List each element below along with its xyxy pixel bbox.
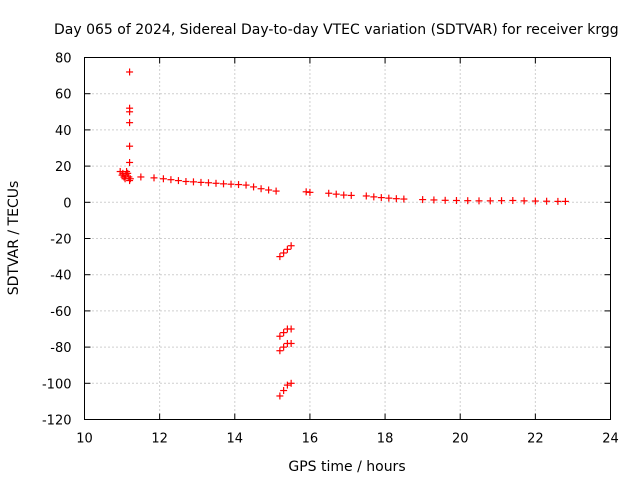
data-point: [306, 188, 314, 196]
data-point: [235, 181, 243, 189]
data-point: [287, 325, 295, 333]
data-point: [167, 176, 175, 184]
y-tick-label: -120: [42, 414, 72, 429]
data-point: [159, 175, 167, 183]
data-point: [561, 197, 569, 205]
x-tick-label: 10: [76, 432, 93, 447]
x-tick-label: 14: [227, 432, 244, 447]
data-point: [280, 329, 288, 337]
data-point: [498, 197, 506, 205]
data-point: [280, 387, 288, 395]
data-point: [430, 196, 438, 204]
data-point: [340, 191, 348, 199]
y-tick-label: 20: [55, 160, 72, 175]
data-point: [276, 392, 284, 400]
data-point: [419, 196, 427, 204]
data-point: [126, 177, 134, 185]
y-tick-label: -80: [50, 341, 71, 356]
data-point: [370, 193, 378, 201]
data-point: [441, 196, 449, 204]
y-tick-label: -40: [50, 269, 71, 284]
data-point: [212, 179, 220, 187]
data-point: [287, 339, 295, 347]
data-point: [126, 142, 134, 150]
data-point: [464, 197, 472, 205]
data-point: [276, 332, 284, 340]
data-point: [385, 194, 393, 202]
y-tick-label: 40: [55, 124, 72, 139]
y-tick-label: 80: [55, 52, 72, 67]
data-point: [280, 249, 288, 257]
plot-frame: [84, 57, 611, 420]
data-point: [276, 347, 284, 355]
data-point: [250, 183, 258, 191]
y-tick-label: 60: [55, 88, 72, 103]
data-point: [377, 194, 385, 202]
data-points: [116, 68, 569, 400]
x-tick-label: 16: [302, 432, 319, 447]
data-point: [272, 187, 280, 195]
data-point: [227, 180, 235, 188]
axis-ticks: 10 12 14 16 18 20 22 24 -120 -100 -80 -60 -40 -20 0 20 4…: [42, 52, 619, 447]
data-point: [204, 179, 212, 187]
data-point: [486, 197, 494, 205]
data-point: [197, 178, 205, 186]
data-point: [554, 197, 562, 205]
data-point: [543, 197, 551, 205]
data-point: [347, 191, 355, 199]
data-point: [126, 108, 134, 116]
data-point: [276, 253, 284, 261]
x-tick-label: 22: [527, 432, 544, 447]
data-point: [287, 242, 295, 250]
y-tick-label: -20: [50, 233, 71, 248]
data-point: [126, 158, 134, 166]
data-point: [520, 197, 528, 205]
data-point: [283, 245, 291, 253]
data-point: [182, 177, 190, 185]
x-tick-label: 24: [602, 432, 619, 447]
data-point: [509, 196, 517, 204]
data-point: [452, 196, 460, 204]
data-point: [362, 192, 370, 200]
data-point: [392, 195, 400, 203]
data-point: [283, 381, 291, 389]
data-point: [257, 185, 265, 193]
data-point: [475, 197, 483, 205]
data-point: [332, 190, 340, 198]
data-point: [174, 177, 182, 185]
data-point: [189, 178, 197, 186]
data-point: [150, 174, 158, 182]
data-point: [400, 195, 408, 203]
data-point: [531, 197, 539, 205]
data-point: [287, 379, 295, 387]
data-point: [126, 68, 134, 76]
x-axis-label: GPS time / hours: [288, 459, 405, 475]
y-tick-label: -100: [42, 377, 72, 392]
y-tick-label: 0: [63, 196, 71, 211]
data-point: [124, 169, 132, 177]
data-point: [220, 180, 228, 188]
data-point: [325, 189, 333, 197]
grid: [84, 57, 611, 420]
data-point: [126, 175, 134, 183]
y-tick-label: -60: [50, 305, 71, 320]
y-axis-label: SDTVAR / TECUs: [6, 181, 22, 296]
chart-title: Day 065 of 2024, Sidereal Day-to-day VTE…: [54, 22, 619, 38]
data-point: [280, 343, 288, 351]
x-tick-label: 18: [377, 432, 394, 447]
data-point: [265, 186, 273, 194]
data-point: [137, 173, 145, 181]
x-tick-label: 12: [151, 432, 168, 447]
data-point: [242, 181, 250, 189]
x-tick-label: 20: [452, 432, 469, 447]
data-point: [126, 119, 134, 127]
